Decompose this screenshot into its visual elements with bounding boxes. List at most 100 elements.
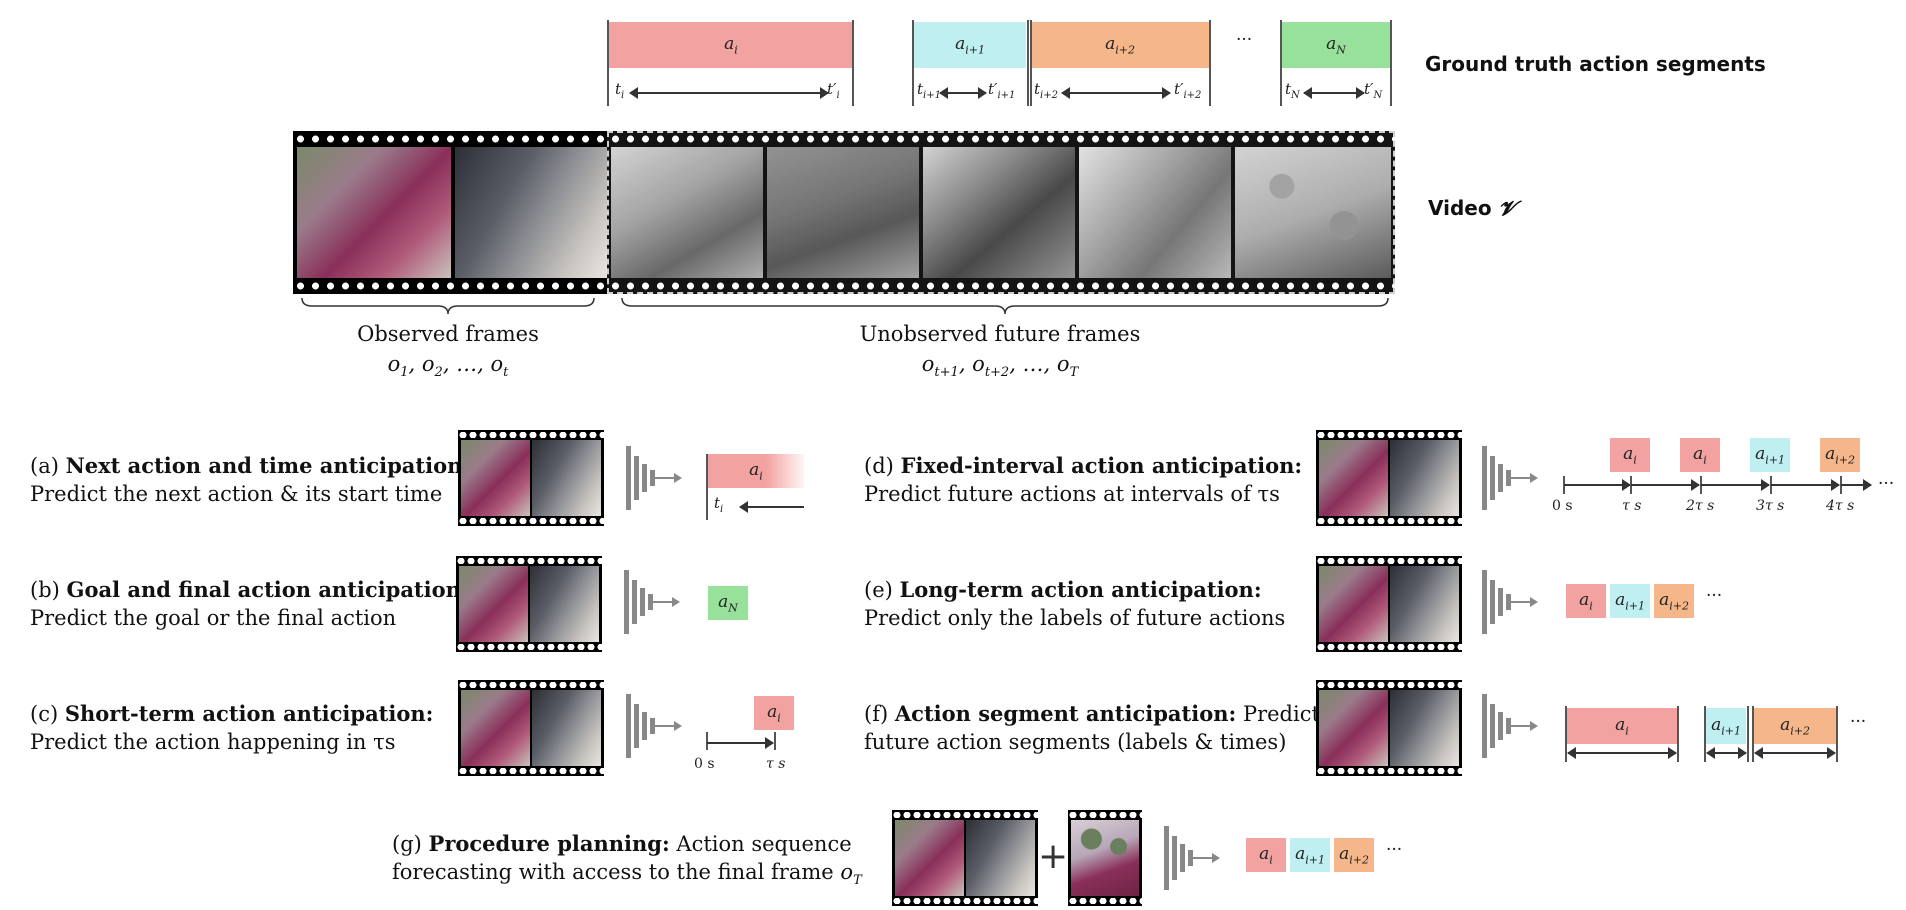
task-e-model-icon bbox=[1482, 570, 1538, 634]
task-c-zero-label: 0 s bbox=[694, 756, 715, 772]
task-f-arrow-1 bbox=[1567, 747, 1677, 759]
label-tn: tN bbox=[1285, 80, 1300, 101]
label-ti: ti bbox=[615, 80, 625, 101]
task-e-pred-3: ai+2 bbox=[1654, 584, 1694, 618]
future-frame-5 bbox=[1235, 147, 1391, 278]
task-c-tau-label: τ s bbox=[766, 756, 786, 772]
video-filmstrip bbox=[293, 131, 1395, 294]
ground-truth-label: Ground truth action segments bbox=[1425, 52, 1766, 76]
task-g-ellipsis: ··· bbox=[1386, 840, 1403, 860]
unobserved-frames-notation: ot+1, ot+2, …, oT bbox=[921, 352, 1079, 381]
task-e-ellipsis: ··· bbox=[1706, 586, 1723, 606]
task-g-pred-1: ai bbox=[1246, 838, 1286, 872]
task-f-model-icon bbox=[1482, 694, 1538, 758]
task-b-model-icon bbox=[624, 570, 680, 634]
tick-ti1-prime bbox=[1027, 20, 1029, 106]
label-ti2: ti+2 bbox=[1034, 80, 1058, 101]
future-frame-4 bbox=[1079, 147, 1231, 278]
future-frame-1 bbox=[611, 147, 763, 278]
tick-tn-prime bbox=[1390, 20, 1392, 106]
unobserved-overlay bbox=[607, 131, 1395, 294]
task-c-zero-tick bbox=[706, 732, 708, 750]
future-frame-3 bbox=[923, 147, 1075, 278]
task-g-model-icon bbox=[1164, 826, 1220, 890]
task-a-time-arrow bbox=[739, 501, 804, 513]
unobserved-frames-label: Unobserved future frames bbox=[859, 322, 1141, 346]
task-g-pred-2: ai+1 bbox=[1290, 838, 1330, 872]
task-g-final-frame bbox=[1068, 810, 1142, 906]
task-c-tau-tick bbox=[774, 732, 776, 750]
task-f-caption: (f) Action segment anticipation: Predict… bbox=[864, 701, 1320, 754]
task-d-label-2tau: 2τ s bbox=[1686, 498, 1715, 514]
observed-brace bbox=[301, 297, 595, 315]
task-e-pred-1: ai bbox=[1566, 584, 1606, 618]
task-b-thumbnail bbox=[456, 556, 602, 652]
task-f-pred-3: ai+2 bbox=[1754, 708, 1836, 744]
tick-ti-prime bbox=[852, 20, 854, 106]
task-e-pred-2: ai+1 bbox=[1610, 584, 1650, 618]
task-f-arrow-2 bbox=[1706, 747, 1747, 759]
task-d-caption: (d) Fixed-interval action anticipation: … bbox=[864, 453, 1303, 506]
future-frame-2 bbox=[767, 147, 919, 278]
task-f-pred-1: ai bbox=[1567, 708, 1677, 744]
task-c-pred-segment: ai bbox=[754, 696, 794, 730]
task-a-start-tick bbox=[706, 454, 708, 520]
film-holes-bottom bbox=[293, 282, 1395, 290]
tick-ti bbox=[607, 20, 609, 106]
duration-arrow-n bbox=[1303, 87, 1365, 99]
task-f-pred-2: ai+1 bbox=[1706, 708, 1746, 744]
segment-a-i: ai bbox=[609, 22, 853, 68]
task-g-caption: (g) Procedure planning: Action sequence … bbox=[392, 831, 862, 889]
task-b-caption: (b) Goal and final action anticipation: … bbox=[30, 577, 469, 630]
duration-arrow-i1 bbox=[939, 87, 987, 99]
task-d-model-icon bbox=[1482, 446, 1538, 510]
observed-frames-notation: o1, o2, …, ot bbox=[387, 352, 509, 381]
label-ti-prime: t′i bbox=[827, 80, 840, 101]
segment-a-i1: ai+1 bbox=[914, 22, 1026, 68]
label-ti2-prime: t′i+2 bbox=[1174, 80, 1202, 101]
task-d-pred-1: ai bbox=[1610, 438, 1650, 472]
task-a-model-icon bbox=[626, 446, 682, 510]
task-f-thumbnail bbox=[1316, 680, 1462, 776]
task-e-thumbnail bbox=[1316, 556, 1462, 652]
task-d-pred-4: ai+2 bbox=[1820, 438, 1860, 472]
task-c-model-icon bbox=[626, 694, 682, 758]
duration-arrow-i bbox=[629, 87, 829, 99]
duration-arrow-i2 bbox=[1061, 87, 1171, 99]
task-b-pred-segment: aN bbox=[708, 586, 748, 620]
segment-a-i2: ai+2 bbox=[1031, 22, 1209, 68]
task-d-pred-3: ai+1 bbox=[1750, 438, 1790, 472]
tick-ti2 bbox=[1030, 20, 1032, 106]
label-tn-prime: t′N bbox=[1364, 80, 1383, 101]
tick-tn bbox=[1280, 20, 1282, 106]
task-a-caption: (a) Next action and time anticipation: P… bbox=[30, 453, 471, 506]
task-d-ellipsis: ··· bbox=[1878, 474, 1895, 494]
observed-frame-1 bbox=[297, 147, 451, 278]
task-a-thumbnail bbox=[458, 430, 604, 526]
task-d-thumbnail bbox=[1316, 430, 1462, 526]
tick-ti2-prime bbox=[1209, 20, 1211, 106]
observed-frames-label: Observed frames bbox=[357, 322, 539, 346]
unobserved-brace bbox=[621, 297, 1389, 315]
label-ti1: ti+1 bbox=[917, 80, 941, 101]
task-d-label-tau: τ s bbox=[1622, 498, 1642, 514]
task-d-label-4tau: 4τ s bbox=[1826, 498, 1855, 514]
task-d-label-0: 0 s bbox=[1552, 498, 1573, 514]
task-g-pred-3: ai+2 bbox=[1334, 838, 1374, 872]
video-label: Video 𝓥 bbox=[1428, 196, 1516, 220]
task-e-caption: (e) Long-term action anticipation: Predi… bbox=[864, 577, 1286, 630]
observed-frame-2 bbox=[455, 147, 607, 278]
plus-sign: + bbox=[1038, 836, 1069, 877]
segments-ellipsis: ··· bbox=[1236, 30, 1253, 50]
label-ti1-prime: t′i+1 bbox=[988, 80, 1016, 101]
task-g-thumbnail bbox=[892, 810, 1038, 906]
task-f-arrow-3 bbox=[1754, 747, 1836, 759]
task-a-ti-label: ti bbox=[714, 494, 724, 515]
task-c-caption: (c) Short-term action anticipation: Pred… bbox=[30, 701, 434, 754]
task-c-thumbnail bbox=[458, 680, 604, 776]
task-c-time-arrow bbox=[707, 737, 774, 749]
film-holes-top bbox=[293, 135, 1395, 143]
task-d-pred-2: ai bbox=[1680, 438, 1720, 472]
tick-ti1 bbox=[912, 20, 914, 106]
task-a-pred-segment: ai bbox=[708, 454, 804, 488]
